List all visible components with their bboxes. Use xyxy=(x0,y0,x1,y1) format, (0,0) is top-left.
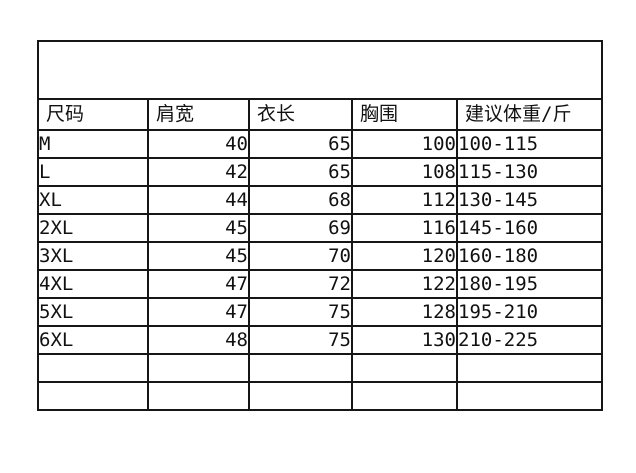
cell-chest: 122 xyxy=(351,269,458,299)
cell-chest: 128 xyxy=(351,297,458,327)
cell-chest xyxy=(351,381,458,411)
cell-weight xyxy=(456,381,603,411)
size-chart-table: 尺码 肩宽 衣长 胸围 建议体重/斤 M 40 65 100 100-115 L 42 65 1… xyxy=(37,40,603,411)
cell-length: 75 xyxy=(248,325,353,355)
cell-weight: 130-145 xyxy=(456,185,603,215)
cell-shoulder: 47 xyxy=(147,269,250,299)
cell-chest xyxy=(351,353,458,383)
cell-length: 65 xyxy=(248,129,353,159)
cell-shoulder: 42 xyxy=(147,157,250,187)
cell-size: XL xyxy=(37,185,149,215)
cell-chest: 108 xyxy=(351,157,458,187)
column-header-garment-length: 衣长 xyxy=(248,98,353,131)
cell-size: 2XL xyxy=(37,213,149,243)
cell-weight: 210-225 xyxy=(456,325,603,355)
cell-weight: 145-160 xyxy=(456,213,603,243)
cell-chest: 130 xyxy=(351,325,458,355)
cell-size: L xyxy=(37,157,149,187)
cell-shoulder: 45 xyxy=(147,213,250,243)
table-row xyxy=(37,353,603,383)
table-row: M 40 65 100 100-115 xyxy=(37,129,603,159)
table-row: 4XL 47 72 122 180-195 xyxy=(37,269,603,299)
cell-size: M xyxy=(37,129,149,159)
cell-length: 68 xyxy=(248,185,353,215)
table-row: 2XL 45 69 116 145-160 xyxy=(37,213,603,243)
cell-length: 65 xyxy=(248,157,353,187)
cell-length xyxy=(248,381,353,411)
cell-shoulder: 48 xyxy=(147,325,250,355)
cell-shoulder xyxy=(147,353,250,383)
table-banner-cell xyxy=(37,40,603,100)
cell-shoulder: 47 xyxy=(147,297,250,327)
column-header-suggested-weight: 建议体重/斤 xyxy=(456,98,603,131)
table-header-row: 尺码 肩宽 衣长 胸围 建议体重/斤 xyxy=(37,98,603,131)
cell-length: 69 xyxy=(248,213,353,243)
cell-size xyxy=(37,381,149,411)
cell-shoulder: 44 xyxy=(147,185,250,215)
cell-shoulder xyxy=(147,381,250,411)
cell-weight: 160-180 xyxy=(456,241,603,271)
cell-size: 4XL xyxy=(37,269,149,299)
cell-chest: 116 xyxy=(351,213,458,243)
table-row: 6XL 48 75 130 210-225 xyxy=(37,325,603,355)
column-header-size: 尺码 xyxy=(37,98,149,131)
table-row: 5XL 47 75 128 195-210 xyxy=(37,297,603,327)
cell-size: 5XL xyxy=(37,297,149,327)
cell-size: 6XL xyxy=(37,325,149,355)
cell-weight: 180-195 xyxy=(456,269,603,299)
cell-weight: 100-115 xyxy=(456,129,603,159)
table-row: L 42 65 108 115-130 xyxy=(37,157,603,187)
cell-weight: 115-130 xyxy=(456,157,603,187)
table-body: M 40 65 100 100-115 L 42 65 108 115-130 XL 44 68 112 1… xyxy=(37,129,603,411)
column-header-chest: 胸围 xyxy=(351,98,458,131)
column-header-shoulder-width: 肩宽 xyxy=(147,98,250,131)
cell-chest: 112 xyxy=(351,185,458,215)
cell-size: 3XL xyxy=(37,241,149,271)
cell-length xyxy=(248,353,353,383)
table-row: 3XL 45 70 120 160-180 xyxy=(37,241,603,271)
cell-weight: 195-210 xyxy=(456,297,603,327)
cell-weight xyxy=(456,353,603,383)
cell-size xyxy=(37,353,149,383)
cell-chest: 100 xyxy=(351,129,458,159)
cell-length: 70 xyxy=(248,241,353,271)
cell-length: 75 xyxy=(248,297,353,327)
cell-chest: 120 xyxy=(351,241,458,271)
table-banner-row xyxy=(37,40,603,100)
table-row: XL 44 68 112 130-145 xyxy=(37,185,603,215)
cell-length: 72 xyxy=(248,269,353,299)
cell-shoulder: 40 xyxy=(147,129,250,159)
cell-shoulder: 45 xyxy=(147,241,250,271)
table-row xyxy=(37,381,603,411)
